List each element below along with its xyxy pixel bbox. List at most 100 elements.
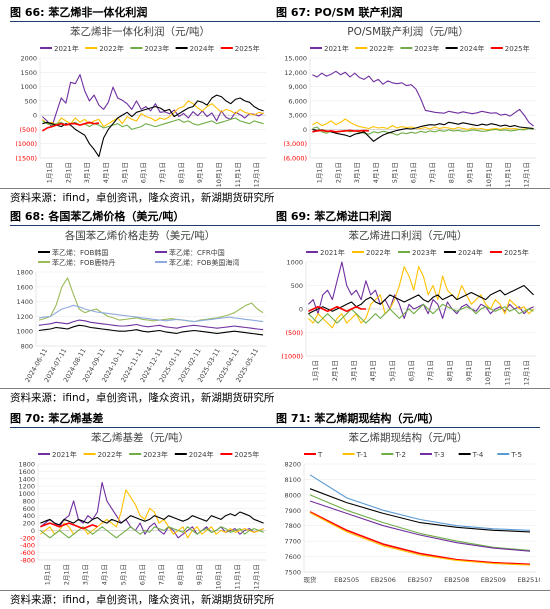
y-tick-label: 1200 bbox=[16, 313, 33, 321]
source-note-1: 资料来源：ifind，卓创资讯，隆众资讯，新湖期货研究所 bbox=[10, 192, 275, 204]
series-line-2024年 bbox=[308, 284, 534, 315]
legend-label: 2023年 bbox=[412, 248, 437, 257]
chart-title: 苯乙烯进口利润（元/吨） bbox=[348, 229, 467, 242]
y-tick-label: 7700 bbox=[284, 538, 301, 546]
legend-label: 2021年 bbox=[320, 248, 345, 257]
figure-66-title: 图 66: 苯乙烯非一体化利润 bbox=[10, 4, 147, 20]
series-line-2024年 bbox=[312, 121, 534, 142]
chart-title: 苯乙烯基差（元/吨） bbox=[91, 431, 189, 444]
figure-69-title: 图 69: 苯乙烯进口利润 bbox=[276, 208, 391, 224]
figure-68-title: 图 68: 各国苯乙烯价格（美元/吨） bbox=[10, 208, 184, 224]
chart-66-svg: 苯乙烯非一体化利润（元/吨） 2021年 2022年 2023年 2024年 2025年 (… bbox=[15, 25, 266, 187]
series-line-苯乙烯-fob韩国 bbox=[38, 324, 264, 336]
chart-70: 苯乙烯基差（元/吨） 2021年 2022年 2023年 2024年 2025年 -800-… bbox=[10, 430, 270, 590]
legend-label: T bbox=[317, 451, 323, 459]
x-tick-label: 4月1日 bbox=[101, 564, 109, 585]
series-line-t-1 bbox=[309, 512, 531, 566]
y-tick-label: 0 bbox=[303, 126, 307, 134]
legend-label: 2025年 bbox=[234, 450, 259, 459]
x-tick-label: 5月1日 bbox=[120, 564, 128, 585]
legend-label: 2025年 bbox=[504, 248, 529, 257]
x-tick-label: 5月1日 bbox=[121, 162, 129, 183]
figure-69-caption: 苯乙烯进口利润 bbox=[314, 210, 392, 223]
series-line-2024年 bbox=[42, 94, 264, 158]
x-tick-label: 2月1日 bbox=[64, 162, 72, 183]
y-tick-label: 1400 bbox=[18, 475, 35, 483]
x-tick-label: 10月1日 bbox=[215, 162, 223, 187]
source-rule-2 bbox=[0, 388, 550, 389]
series-line-2022年 bbox=[312, 118, 534, 131]
x-tick-label: 12月1日 bbox=[523, 162, 531, 187]
y-tick-label: 400 bbox=[23, 512, 35, 520]
x-tick-label: 7月1日 bbox=[158, 162, 166, 183]
x-tick-label: EB2505 bbox=[334, 576, 359, 584]
y-tick-label: (1500) bbox=[15, 155, 37, 163]
series-line-2025年 bbox=[41, 121, 99, 132]
legend-label: 2022年 bbox=[99, 44, 124, 53]
legend-label: 苯乙烯：FOB鹿特丹 bbox=[52, 258, 115, 267]
source-note-3: 资料来源：ifind，卓创资讯，隆众资讯，新湖期货研究所 bbox=[10, 594, 275, 606]
series-line-2022年 bbox=[308, 266, 534, 329]
x-tick-label: 3月1日 bbox=[350, 360, 358, 381]
y-tick-label: -200 bbox=[20, 534, 35, 542]
x-tick-label: 9月1日 bbox=[466, 162, 474, 183]
x-tick-label: 5月1日 bbox=[391, 162, 399, 183]
x-tick-label: 11月1日 bbox=[504, 162, 512, 187]
series-line-t-4 bbox=[309, 488, 531, 533]
series-line-2022年 bbox=[42, 100, 264, 128]
legend-label: 2023年 bbox=[143, 450, 168, 459]
chart-66: 苯乙烯非一体化利润（元/吨） 2021年 2022年 2023年 2024年 2025年 (… bbox=[10, 24, 270, 188]
x-tick-label: 10月1日 bbox=[484, 360, 492, 385]
title-rule-row-1 bbox=[10, 21, 540, 22]
figure-68-caption: 各国苯乙烯价格（美元/吨） bbox=[48, 210, 185, 223]
x-tick-label: 8月1日 bbox=[177, 564, 185, 585]
series-line-苯乙烯-fob鹿特丹 bbox=[38, 277, 264, 323]
figure-66-caption: 苯乙烯非一体化利润 bbox=[48, 6, 148, 19]
y-tick-label: 12,000 bbox=[284, 69, 307, 77]
y-tick-label: 8000 bbox=[284, 491, 301, 499]
series-line-2025年 bbox=[308, 305, 366, 313]
figure-67-caption: PO/SM 联产利润 bbox=[314, 6, 403, 19]
figure-66-label: 图 66: bbox=[10, 6, 45, 19]
x-tick-label: 2月1日 bbox=[63, 564, 71, 585]
y-tick-label: -800 bbox=[20, 557, 35, 565]
y-tick-label: 8200 bbox=[284, 461, 301, 469]
legend-label: 2025年 bbox=[235, 44, 260, 53]
y-tick-label: 500 bbox=[25, 97, 37, 105]
series-line-苯乙烯-cfr中国 bbox=[38, 319, 264, 331]
x-tick-label: 6月1日 bbox=[140, 162, 148, 183]
x-tick-label: 6月1日 bbox=[410, 162, 418, 183]
x-tick-label: 9月1日 bbox=[465, 360, 473, 381]
chart-title: 苯乙烯非一体化利润（元/吨） bbox=[70, 25, 210, 38]
series-line-t-2 bbox=[309, 494, 531, 551]
legend-label: 2021年 bbox=[54, 44, 79, 53]
y-tick-label: 1500 bbox=[20, 69, 37, 77]
y-tick-label: 1000 bbox=[20, 83, 37, 91]
y-tick-label: 6,000 bbox=[288, 97, 307, 105]
y-tick-label: 1800 bbox=[18, 461, 35, 469]
legend-label: T-5 bbox=[510, 451, 522, 459]
legend-label: 2024年 bbox=[460, 44, 485, 53]
y-tick-label: 7800 bbox=[284, 522, 301, 530]
figure-68-label: 图 68: bbox=[10, 210, 45, 223]
figure-70-title: 图 70: 苯乙烯基差 bbox=[10, 410, 103, 426]
y-tick-label: (1000) bbox=[15, 140, 37, 148]
x-tick-label: 12月1日 bbox=[253, 162, 261, 187]
x-tick-label: 10月1日 bbox=[215, 564, 223, 589]
y-tick-label: (500) bbox=[20, 126, 37, 134]
x-tick-label: 12月1日 bbox=[522, 360, 530, 385]
y-tick-label: 800 bbox=[23, 497, 35, 505]
y-tick-label: 7900 bbox=[284, 507, 301, 515]
legend-label: 苯乙烯：FOB美国海湾 bbox=[169, 258, 239, 267]
legend-label: 2025年 bbox=[505, 44, 530, 53]
source-rule-3 bbox=[0, 590, 550, 591]
y-tick-label: 800 bbox=[21, 343, 33, 351]
x-tick-label: EB2508 bbox=[444, 576, 469, 584]
y-tick-label: 7500 bbox=[284, 569, 301, 577]
x-tick-label: EB2509 bbox=[481, 576, 506, 584]
chart-69: 苯乙烯进口利润（元/吨） 2021年 2022年 2023年 2024年 2025年 (10… bbox=[276, 228, 540, 386]
x-tick-label: 1月1日 bbox=[44, 564, 52, 585]
y-tick-label: 2000 bbox=[20, 55, 37, 63]
series-line-2023年 bbox=[312, 126, 534, 136]
series-line-2025年 bbox=[40, 522, 98, 530]
